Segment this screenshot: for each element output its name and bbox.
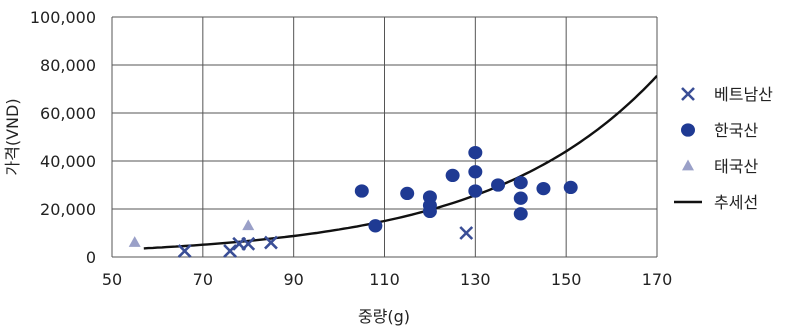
- data-point-circle: [468, 165, 483, 179]
- series-0: [177, 226, 474, 258]
- data-point-circle: [468, 145, 483, 160]
- data-point-x: [264, 235, 278, 250]
- x-tick-label: 130: [460, 270, 491, 289]
- legend-label: 태국산: [714, 157, 758, 176]
- y-axis-title: 가격(VND): [3, 98, 22, 175]
- data-point-circle: [536, 181, 551, 196]
- x-stroke: [177, 244, 192, 258]
- series-1: [354, 145, 578, 233]
- y-tick-label: 20,000: [40, 200, 96, 219]
- x-axis-title: 중량(g): [358, 307, 410, 326]
- x-tick-label: 150: [551, 270, 582, 289]
- grid-lines: [111, 16, 658, 258]
- x-tick-label: 90: [283, 270, 303, 289]
- x-tick-label: 70: [193, 270, 213, 289]
- legend-item: 태국산: [682, 157, 758, 176]
- data-point-circle: [491, 178, 506, 192]
- trend-line-layer: [143, 74, 657, 250]
- x-tick-label: 170: [642, 270, 673, 289]
- legend-item: 한국산: [681, 121, 758, 140]
- legend-swatch-triangle: [682, 159, 694, 171]
- x-stroke: [459, 226, 474, 240]
- data-point-triangle: [242, 219, 255, 231]
- data-point-circle: [513, 207, 528, 221]
- data-point-x: [177, 244, 192, 258]
- x-stroke: [264, 235, 278, 250]
- data-point-circle: [513, 191, 528, 205]
- data-point-circle: [422, 204, 437, 219]
- data-point-x: [459, 226, 474, 240]
- y-tick-label: 80,000: [40, 56, 96, 75]
- x-tick-label: 50: [102, 270, 122, 289]
- x-stroke: [681, 87, 695, 101]
- y-tick-label: 60,000: [40, 104, 96, 123]
- tick-labels: 50 70 90 110 130 150 170 0 20,000 40,000 60,000 80,…: [30, 8, 672, 289]
- legend-label: 한국산: [714, 121, 758, 140]
- y-tick-label: 100,000: [30, 8, 96, 27]
- data-point-circle: [354, 184, 369, 198]
- legend-swatch-circle: [681, 123, 695, 137]
- trend-line: [143, 74, 657, 250]
- legend-item: 추세선: [674, 193, 758, 212]
- data-point-x: [223, 244, 238, 258]
- legend-label: 추세선: [714, 193, 758, 212]
- y-tick-label: 0: [86, 248, 96, 267]
- data-marks: [128, 145, 578, 258]
- legend-item: 베트남산: [681, 85, 773, 104]
- data-point-circle: [445, 168, 460, 183]
- x-tick-label: 110: [369, 270, 400, 289]
- data-point-circle: [400, 186, 415, 201]
- data-point-circle: [468, 184, 483, 198]
- data-point-circle: [513, 175, 528, 190]
- legend-label: 베트남산: [714, 85, 773, 104]
- data-point-circle: [368, 219, 383, 233]
- data-point-circle: [563, 180, 578, 195]
- x-stroke: [223, 244, 238, 258]
- data-point-triangle: [128, 236, 141, 247]
- data-point-x: [241, 236, 256, 251]
- x-stroke: [241, 236, 256, 251]
- series-2: [128, 219, 255, 247]
- legend-swatch-x: [681, 87, 695, 101]
- y-tick-label: 40,000: [40, 152, 96, 171]
